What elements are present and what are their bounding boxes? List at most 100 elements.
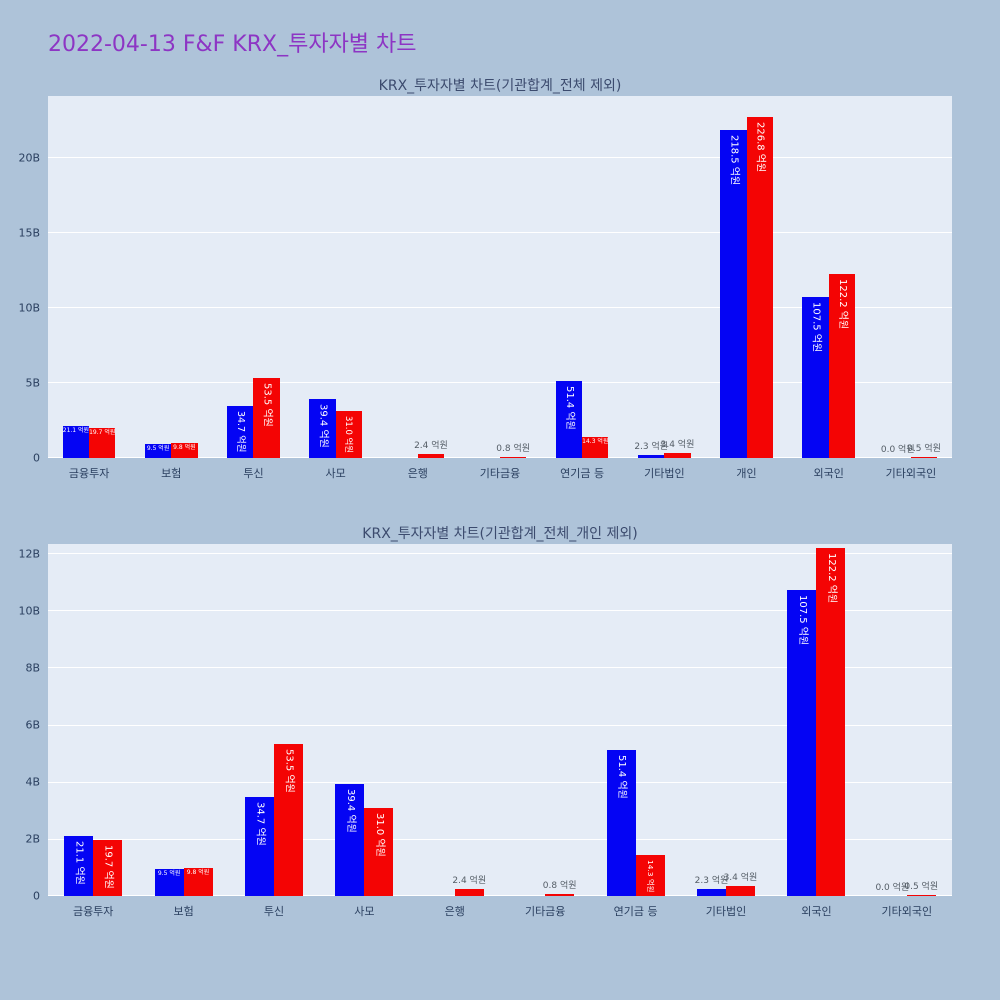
gridline bbox=[48, 610, 952, 612]
gridline bbox=[48, 553, 952, 555]
x-tick-label: 사모 bbox=[354, 905, 375, 918]
bar-value-label: 218.5 억원 bbox=[728, 134, 740, 186]
bar-series-blue: 39.4 억원 bbox=[335, 783, 365, 896]
x-tick-label: 기타외국인 bbox=[885, 467, 937, 480]
bar-series-blue: 21.1 억원 bbox=[62, 426, 90, 458]
bar-value-label: 51.4 억원 bbox=[616, 754, 628, 799]
bar-value-label: 0.0 억원 bbox=[875, 883, 910, 893]
bar-series-red: 19.7 억원 bbox=[89, 428, 116, 458]
bar-value-label: 3.4 억원 bbox=[723, 873, 758, 884]
x-tick-label: 금융투자 bbox=[72, 905, 114, 918]
y-tick-label: 0 bbox=[33, 889, 40, 903]
bar-value-label: 9.8 억원 bbox=[186, 869, 210, 877]
bar-series-red: 31.0 억원 bbox=[364, 807, 394, 896]
bar-value-label: 9.5 억원 bbox=[146, 444, 170, 452]
bar-value-label: 31.0 억원 bbox=[344, 416, 354, 454]
bar-series-red bbox=[910, 457, 938, 458]
bar-series-red bbox=[500, 456, 527, 458]
bar-value-label: 3.4 억원 bbox=[660, 439, 695, 450]
gridline bbox=[48, 838, 952, 840]
bar-value-label: 107.5 억원 bbox=[810, 301, 822, 352]
bar-value-label: 122.2 억원 bbox=[836, 279, 848, 330]
figure-chart-1: KRX_투자자별 차트(기관합계_전체 제외) 0 5B 10B 15B 20B 금융투자… bbox=[18, 76, 952, 480]
x-tick-label: 연기금 등 bbox=[560, 467, 605, 480]
y-tick-label: 10B bbox=[18, 301, 40, 315]
bar-series-red bbox=[417, 454, 445, 458]
bar-series-blue bbox=[697, 889, 726, 896]
bar-series-red: 14.3 억원 bbox=[582, 436, 609, 458]
x-tick-label: 외국인 bbox=[801, 905, 832, 918]
bar-series-blue bbox=[638, 454, 665, 458]
y-tick-label: 0 bbox=[33, 451, 40, 465]
bar-series-red: 226.8 억원 bbox=[746, 117, 773, 458]
y-tick-label: 12B bbox=[18, 547, 40, 561]
bar-value-label: 19.7 억원 bbox=[89, 429, 116, 437]
bar-series-red: 14.3 억원 bbox=[635, 855, 665, 896]
bar-value-label: 2.4 억원 bbox=[414, 441, 448, 452]
bar-series-blue: 107.5 억원 bbox=[787, 589, 817, 896]
gridline bbox=[48, 382, 952, 384]
bar-series-blue: 51.4 억원 bbox=[555, 380, 583, 458]
bar-value-label: 107.5 억원 bbox=[796, 594, 808, 645]
bar-value-label: 31.0 억원 bbox=[373, 812, 385, 857]
bar-series-blue: 34.7 억원 bbox=[227, 405, 254, 458]
bar-value-label: 21.1 억원 bbox=[62, 427, 90, 435]
figure-chart-2: KRX_투자자별 차트(기관합계_전체_개인 제외) 0 2B 4B 6B 8B 10B 1… bbox=[18, 524, 952, 918]
x-tick-label: 투신 bbox=[243, 467, 264, 480]
bar-series-blue: 39.4 억원 bbox=[309, 398, 336, 458]
gridline bbox=[48, 724, 952, 726]
x-tick-label: 투신 bbox=[263, 905, 285, 918]
bar-series-blue: 218.5 억원 bbox=[720, 129, 747, 458]
x-tick-label: 보험 bbox=[161, 467, 182, 480]
y-tick-label: 6B bbox=[25, 718, 40, 732]
y-tick-label: 5B bbox=[25, 376, 40, 390]
x-tick-label: 개인 bbox=[736, 467, 757, 480]
bar-value-label: 2.3 억원 bbox=[634, 441, 669, 452]
bar-value-label: 0.8 억원 bbox=[542, 880, 577, 891]
bar-series-blue: 21.1 억원 bbox=[64, 835, 94, 896]
bar-value-label: 34.7 억원 bbox=[235, 410, 247, 453]
bar-series-blue: 51.4 억원 bbox=[606, 749, 636, 896]
gridline bbox=[48, 232, 952, 234]
gridline bbox=[48, 781, 952, 783]
bar-series-red bbox=[906, 894, 936, 896]
x-tick-label: 기타법인 bbox=[705, 905, 747, 918]
x-tick-label: 기타금융 bbox=[524, 905, 566, 918]
y-tick-label: 15B bbox=[18, 226, 40, 240]
x-tick-label: 기타금융 bbox=[479, 467, 521, 480]
bar-value-label: 0.0 억원 bbox=[880, 445, 915, 455]
x-tick-label: 기타외국인 bbox=[881, 905, 933, 918]
bar-value-label: 2.4 억원 bbox=[452, 876, 487, 887]
bar-series-blue: 107.5 억원 bbox=[802, 296, 829, 458]
bar-series-blue: 34.7 억원 bbox=[245, 797, 274, 896]
y-tick-label: 10B bbox=[18, 604, 40, 618]
bar-series-red: 122.2 억원 bbox=[816, 547, 846, 896]
bar-value-label: 9.8 억원 bbox=[173, 444, 196, 452]
bar-value-label: 21.1 억원 bbox=[73, 840, 85, 885]
x-tick-label: 연기금 등 bbox=[613, 905, 658, 918]
bar-series-red: 122.2 억원 bbox=[828, 274, 856, 458]
bar-value-label: 53.5 억원 bbox=[261, 382, 273, 427]
bar-series-blue: 9.5 억원 bbox=[144, 443, 172, 458]
bar-value-label: 122.2 억원 bbox=[825, 552, 837, 603]
bar-series-red bbox=[726, 886, 755, 896]
bar-series-red bbox=[454, 889, 484, 896]
x-tick-label: 보험 bbox=[173, 905, 194, 918]
bar-series-red: 53.5 억원 bbox=[274, 743, 303, 896]
bar-series-red bbox=[545, 893, 575, 896]
chart-2-title: KRX_투자자별 차트(기관합계_전체_개인 제외) bbox=[362, 526, 638, 542]
bar-value-label: 14.3 억원 bbox=[582, 437, 609, 445]
x-tick-label: 은행 bbox=[444, 905, 465, 918]
x-tick-label: 외국인 bbox=[813, 467, 844, 480]
bar-series-red: 9.8 억원 bbox=[171, 443, 198, 458]
y-tick-label: 4B bbox=[25, 775, 40, 789]
bar-value-label: 0.8 억원 bbox=[496, 443, 531, 454]
y-tick-label: 8B bbox=[25, 661, 40, 675]
gridline bbox=[48, 157, 952, 159]
bar-series-blue: 9.5 억원 bbox=[154, 868, 184, 896]
y-tick-label: 20B bbox=[18, 151, 40, 165]
bar-value-label: 2.3 억원 bbox=[694, 876, 729, 887]
bar-value-label: 0.5 억원 bbox=[907, 444, 941, 455]
bar-value-label: 9.5 억원 bbox=[157, 869, 181, 877]
bar-series-red: 31.0 억원 bbox=[335, 411, 362, 458]
